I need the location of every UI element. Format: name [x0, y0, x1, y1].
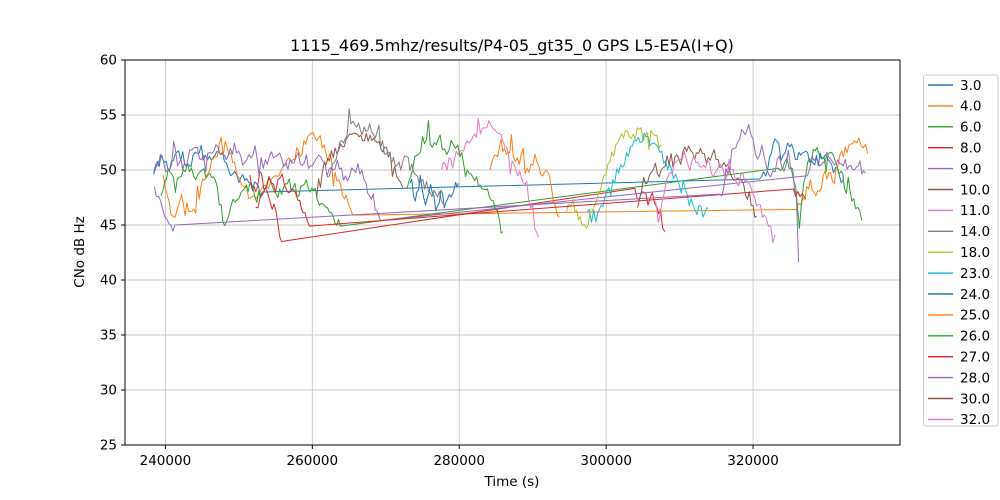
legend-label: 32.0 [960, 412, 990, 428]
x-axis-label: Time (s) [484, 474, 540, 490]
x-tick-label: 300000 [580, 453, 632, 469]
legend-item: 11.0 [928, 203, 990, 219]
legend-label: 23.0 [960, 266, 990, 282]
y-tick-label: 55 [100, 108, 117, 124]
y-tick-label: 45 [100, 218, 117, 234]
legend-item: 3.0 [928, 78, 981, 94]
legend-label: 11.0 [960, 203, 990, 219]
y-tick-label: 35 [100, 328, 117, 344]
y-tick-label: 25 [100, 438, 117, 454]
legend-label: 3.0 [960, 78, 981, 94]
series-line-25.0 [489, 134, 560, 218]
x-tick-label: 320000 [727, 453, 779, 469]
legend-box [923, 74, 999, 427]
legend-item: 18.0 [928, 245, 990, 261]
series-line-18.0 [566, 127, 662, 229]
series-line-27.0 [255, 173, 807, 227]
legend-label: 4.0 [960, 99, 981, 115]
series-layer [153, 108, 869, 263]
series-line-23.0 [586, 132, 709, 224]
legend-item: 14.0 [928, 224, 990, 240]
y-tick-label: 60 [100, 53, 117, 69]
legend-item: 25.0 [928, 308, 990, 324]
series-line-14.0 [326, 108, 444, 205]
legend-label: 9.0 [960, 161, 981, 177]
legend-label: 10.0 [960, 182, 990, 198]
x-tick-label: 280000 [433, 453, 485, 469]
axes-frame [124, 59, 901, 446]
legend-item: 32.0 [928, 412, 990, 428]
legend-item: 27.0 [928, 350, 990, 366]
legend-item: 6.0 [928, 120, 981, 136]
x-tick-label: 260000 [287, 453, 339, 469]
legend-item: 26.0 [928, 329, 990, 345]
series-line-32.0 [654, 150, 776, 244]
series-line-6.0 [160, 147, 863, 229]
legend-item: 23.0 [928, 266, 990, 282]
legend-item: 9.0 [928, 161, 981, 177]
legend-label: 6.0 [960, 120, 981, 136]
legend-label: 30.0 [960, 391, 990, 407]
legend-item: 30.0 [928, 391, 990, 407]
legend-item: 28.0 [928, 370, 990, 386]
legend-item: 24.0 [928, 287, 990, 303]
series-line-24.0 [409, 174, 459, 212]
y-tick-label: 40 [100, 273, 117, 289]
tick-layer: 240000 260000 280000 300000 320000 25 30 35 40 45… [100, 53, 779, 469]
legend-label: 26.0 [960, 329, 990, 345]
legend-label: 14.0 [960, 224, 990, 240]
legend-label: 24.0 [960, 287, 990, 303]
grid-layer [125, 59, 900, 446]
legend-item: 4.0 [928, 99, 981, 115]
series-line-26.0 [405, 120, 503, 234]
y-tick-label: 30 [100, 383, 117, 399]
legend-label: 27.0 [960, 350, 990, 366]
legend-item: 10.0 [928, 182, 990, 198]
legend-label: 18.0 [960, 245, 990, 261]
x-tick-label: 240000 [140, 453, 192, 469]
y-tick-label: 50 [100, 163, 117, 179]
legend-label: 28.0 [960, 370, 990, 386]
legend-label: 25.0 [960, 308, 990, 324]
legend: 3.0 4.0 6.0 8.0 9.0 10.0 11.0 14.0 18.0 23.0 24.0 2… [923, 74, 999, 428]
series-line-11.0 [441, 118, 540, 238]
chart-title: 1115_469.5mhz/results/P4-05_gt35_0 GPS L… [290, 36, 734, 56]
y-axis-label: CNo dB Hz [72, 216, 88, 287]
series-line-28.0 [153, 124, 800, 263]
legend-label: 8.0 [960, 141, 981, 157]
series-line-10.0 [316, 132, 404, 198]
series-line-30.0 [637, 145, 758, 218]
legend-item: 8.0 [928, 141, 981, 157]
series-line-9.0 [153, 140, 866, 222]
